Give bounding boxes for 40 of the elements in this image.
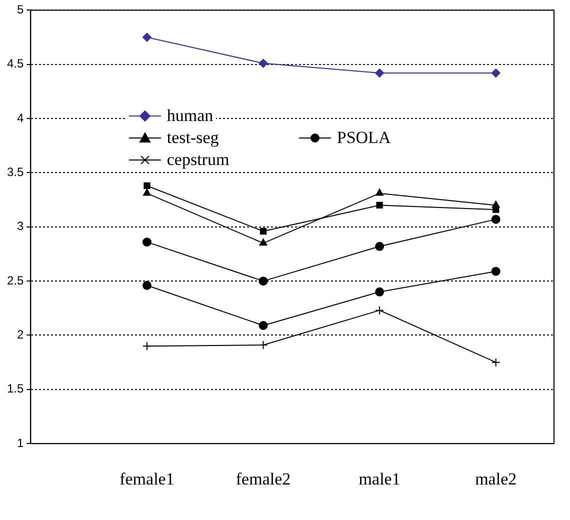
point <box>491 68 500 78</box>
point <box>375 306 384 315</box>
point <box>258 58 268 68</box>
y-tick-label: 1 <box>16 436 24 450</box>
y-tick-label: 2.5 <box>6 273 24 288</box>
point <box>142 238 152 247</box>
point <box>376 188 384 196</box>
x-tick-label: female1 <box>120 469 174 488</box>
point <box>142 342 152 351</box>
legend-label: test-seg <box>166 128 219 148</box>
point <box>376 202 383 209</box>
point <box>142 32 152 42</box>
point <box>375 242 384 251</box>
point <box>492 206 500 213</box>
point <box>491 214 500 224</box>
point <box>142 280 152 290</box>
point <box>375 287 384 296</box>
y-tick-label: 4.5 <box>6 56 24 71</box>
legend-label: cepstrum <box>166 150 230 170</box>
point <box>258 340 268 350</box>
x-tick-label: male2 <box>475 469 517 488</box>
point <box>260 228 267 235</box>
point <box>258 321 268 330</box>
point <box>375 68 384 78</box>
y-tick-label: 3 <box>16 219 24 234</box>
y-tick-label: 5 <box>16 2 24 17</box>
point <box>491 266 500 276</box>
point <box>259 238 268 246</box>
y-tick-label: 3.5 <box>6 165 24 180</box>
point <box>258 276 268 286</box>
x-tick-label: female2 <box>236 469 291 488</box>
point <box>491 358 500 367</box>
point <box>143 188 151 196</box>
x-tick-label: male1 <box>358 469 400 488</box>
y-tick-label: 1.5 <box>6 382 24 396</box>
y-tick-label: 2 <box>16 328 24 342</box>
legend-label: PSOLA <box>336 128 391 148</box>
point <box>144 182 150 190</box>
y-tick-label: 4 <box>16 110 24 125</box>
legend-label: human <box>166 106 214 126</box>
